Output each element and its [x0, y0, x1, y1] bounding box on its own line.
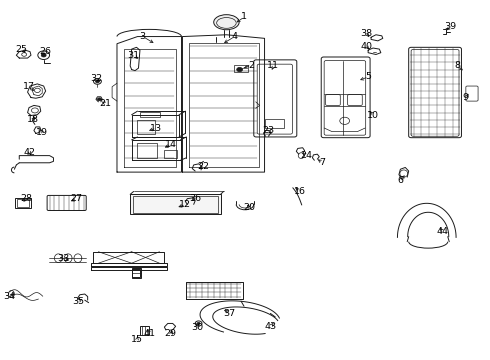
Text: 21: 21	[100, 99, 112, 108]
Bar	[132, 269, 141, 277]
Text: 4: 4	[231, 32, 237, 41]
Text: 5: 5	[365, 72, 371, 81]
Text: 34: 34	[3, 292, 16, 301]
Text: 32: 32	[90, 75, 102, 84]
Text: 36: 36	[189, 194, 201, 203]
Text: 44: 44	[437, 228, 449, 237]
Text: 35: 35	[72, 297, 84, 306]
Text: 40: 40	[360, 42, 372, 51]
Ellipse shape	[98, 98, 101, 101]
Bar	[133, 196, 218, 213]
Text: 11: 11	[268, 62, 279, 71]
Ellipse shape	[237, 67, 243, 72]
Text: 31: 31	[127, 51, 140, 60]
Text: 8: 8	[455, 62, 461, 71]
Bar	[15, 198, 31, 208]
Bar	[132, 268, 142, 278]
Bar	[141, 326, 149, 335]
Text: 24: 24	[300, 151, 312, 160]
Ellipse shape	[197, 322, 200, 324]
Text: 2: 2	[248, 61, 254, 70]
Text: 27: 27	[71, 194, 82, 203]
Bar	[234, 64, 248, 72]
Text: 43: 43	[264, 322, 276, 331]
Bar	[140, 112, 160, 117]
Text: 18: 18	[26, 115, 38, 124]
Text: 26: 26	[40, 47, 51, 56]
Text: 16: 16	[294, 187, 306, 196]
Text: 15: 15	[130, 335, 143, 344]
Bar	[164, 150, 176, 158]
Text: 1: 1	[241, 12, 247, 21]
Text: 38: 38	[360, 29, 372, 38]
Text: 29: 29	[165, 329, 177, 338]
Text: 20: 20	[243, 203, 255, 212]
Bar	[17, 199, 29, 207]
Text: 23: 23	[262, 126, 274, 135]
Text: 37: 37	[223, 309, 235, 318]
Text: 33: 33	[57, 254, 70, 263]
Text: 25: 25	[15, 45, 27, 54]
Text: 17: 17	[23, 82, 35, 91]
Text: 6: 6	[397, 176, 403, 185]
Text: 3: 3	[139, 32, 146, 41]
Text: 28: 28	[20, 194, 32, 203]
Text: 19: 19	[36, 128, 48, 137]
Ellipse shape	[214, 15, 239, 30]
Text: 41: 41	[144, 329, 156, 338]
Text: 22: 22	[197, 162, 209, 171]
Text: 42: 42	[23, 148, 35, 157]
Text: 13: 13	[150, 123, 162, 132]
Ellipse shape	[41, 53, 46, 57]
Text: 9: 9	[463, 93, 469, 102]
Bar	[137, 143, 157, 158]
Bar	[130, 194, 220, 214]
Text: 10: 10	[367, 111, 379, 120]
Bar	[137, 121, 155, 134]
Text: 39: 39	[444, 22, 456, 31]
Bar	[265, 119, 284, 128]
Text: 14: 14	[165, 140, 177, 149]
Ellipse shape	[96, 80, 99, 83]
Text: 30: 30	[191, 323, 203, 332]
Text: 12: 12	[179, 200, 192, 209]
Text: 7: 7	[319, 158, 325, 167]
